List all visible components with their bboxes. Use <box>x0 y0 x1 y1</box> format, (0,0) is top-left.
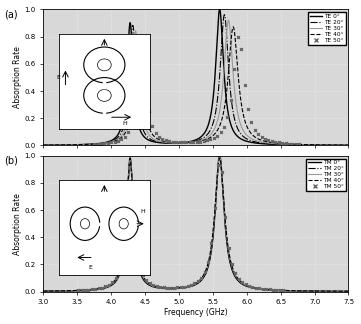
Y-axis label: Absorption Rate: Absorption Rate <box>13 193 22 255</box>
Text: (b): (b) <box>4 156 18 166</box>
X-axis label: Frequency (GHz): Frequency (GHz) <box>164 308 228 317</box>
Text: (a): (a) <box>4 9 17 19</box>
Legend: TE 0°, TE 20°, TE 30°, TE 40°, TE 50°: TE 0°, TE 20°, TE 30°, TE 40°, TE 50° <box>308 12 345 45</box>
Y-axis label: Absorption Rate: Absorption Rate <box>13 47 22 109</box>
Legend: TM 0°, TM 20°, TM 30°, TM 40°, TM 50°: TM 0°, TM 20°, TM 30°, TM 40°, TM 50° <box>306 158 345 191</box>
